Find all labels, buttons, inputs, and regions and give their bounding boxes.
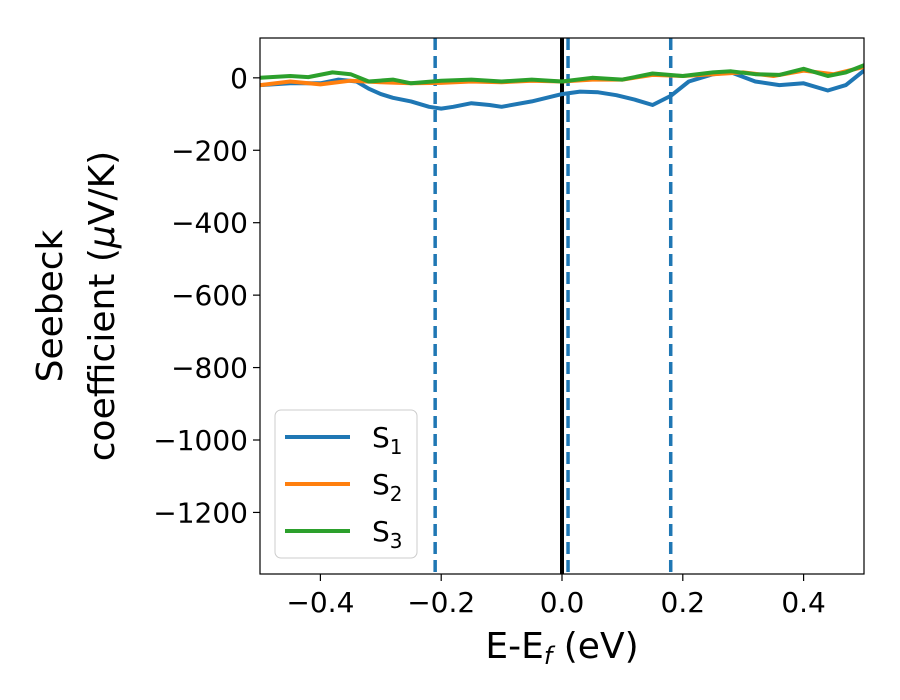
y-axis-label-line1: Seebeck [30,229,71,382]
x-axis-label: E-Ef (eV) [485,626,638,670]
y-tick-label: −1000 [153,424,248,457]
y-axis-label-prefix: coefficient ( [82,248,123,461]
x-tick-label: 0.0 [540,586,585,619]
x-axis: −0.4 −0.2 0.0 0.2 0.4 [286,574,826,619]
series-group [260,63,864,111]
y-axis-label-mu: μ [82,225,123,249]
y-tick-label: −600 [171,279,248,312]
y-tick-label: 0 [230,62,248,95]
y-axis-label-unit: V/K) [82,151,123,225]
y-axis: 0 −200 −400 −600 −800 −1000 −1200 [153,62,260,529]
legend: S1 S2 S3 [274,409,418,559]
x-tick-label: −0.4 [286,586,354,619]
y-tick-label: −1200 [153,496,248,529]
reference-lines [433,38,673,574]
x-axis-label-suffix: (eV) [552,626,638,667]
x-tick-label: 0.4 [781,586,826,619]
y-tick-label: −400 [171,207,248,240]
x-tick-label: 0.2 [661,586,706,619]
y-tick-label: −800 [171,352,248,385]
legend-label-s2: S2 [372,468,403,506]
y-axis-label-line2: coefficient (μV/K) [82,151,123,461]
legend-label-s3: S3 [372,515,403,553]
x-axis-label-main: E-E [485,626,543,667]
legend-label-s1: S1 [372,421,403,459]
y-axis-label: Seebeck coefficient (μV/K) [30,151,123,461]
x-tick-label: −0.2 [407,586,475,619]
series-line-s3 [260,63,864,86]
y-tick-label: −200 [171,134,248,167]
series-line-s1 [260,68,864,111]
